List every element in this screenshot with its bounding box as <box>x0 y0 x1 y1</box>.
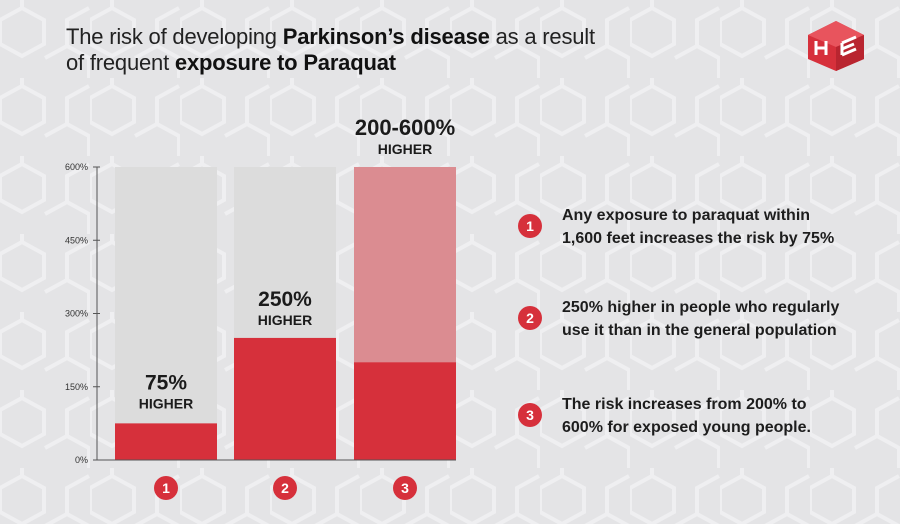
legend-text-3-line1: The risk increases from 200% to <box>562 396 807 413</box>
legend-text-2-line1: 250% higher in people who regularly <box>562 299 840 316</box>
title-bold-1: Parkinson’s disease <box>282 24 490 49</box>
legend-badge-1: 1 <box>518 214 542 238</box>
legend-text-1: Any exposure to paraquat within 1,600 fe… <box>562 204 852 250</box>
legend-item-1: 1 Any exposure to paraquat within 1,600 … <box>518 204 858 254</box>
title-text-1: The risk of developing <box>66 24 283 49</box>
y-tick-label: 150% <box>65 382 88 392</box>
category-badge <box>393 476 417 500</box>
legend-text-3: The risk increases from 200% to 600% for… <box>562 393 852 439</box>
y-tick-label: 450% <box>65 235 88 245</box>
category-label: 2 <box>281 480 289 496</box>
chart-title: The risk of developing Parkinson’s disea… <box>66 24 626 76</box>
data-label-sub: HIGHER <box>378 141 432 157</box>
legend-badge-3: 3 <box>518 403 542 427</box>
legend-badge-2: 2 <box>518 306 542 330</box>
brand-logo-icon <box>808 21 864 71</box>
y-tick-label: 0% <box>75 455 88 465</box>
data-label-value: 75% <box>145 371 187 394</box>
title-text-2: as a result <box>489 24 596 49</box>
title-bold-2: exposure to Paraquat <box>174 50 396 75</box>
data-label-value: 200-600% <box>355 115 455 140</box>
data-label-value: 250% <box>258 288 312 311</box>
legend-text-2: 250% higher in people who regularly use … <box>562 296 852 342</box>
category-badge <box>273 476 297 500</box>
data-label-sub: HIGHER <box>258 312 312 328</box>
bar <box>354 362 456 460</box>
title-text-3: of frequent <box>66 50 175 75</box>
bar <box>234 337 336 460</box>
category-label: 1 <box>162 480 170 496</box>
legend-item-3: 3 The risk increases from 200% to 600% f… <box>518 393 858 443</box>
category-badge <box>154 476 178 500</box>
category-label: 3 <box>401 480 409 496</box>
legend-text-1-line2: 1,600 feet increases the risk by 75% <box>562 230 835 247</box>
y-tick-label: 300% <box>65 309 88 319</box>
y-tick-label: 600% <box>65 162 88 172</box>
legend-text-2-line2: use it than in the general population <box>562 322 837 339</box>
data-label-sub: HIGHER <box>139 395 193 411</box>
legend-text-1-line1: Any exposure to paraquat within <box>562 207 811 224</box>
bar <box>115 423 217 460</box>
bar-background <box>115 167 217 460</box>
legend-text-3-line2: 600% for exposed young people. <box>562 419 811 436</box>
legend-item-2: 2 250% higher in people who regularly us… <box>518 296 858 346</box>
